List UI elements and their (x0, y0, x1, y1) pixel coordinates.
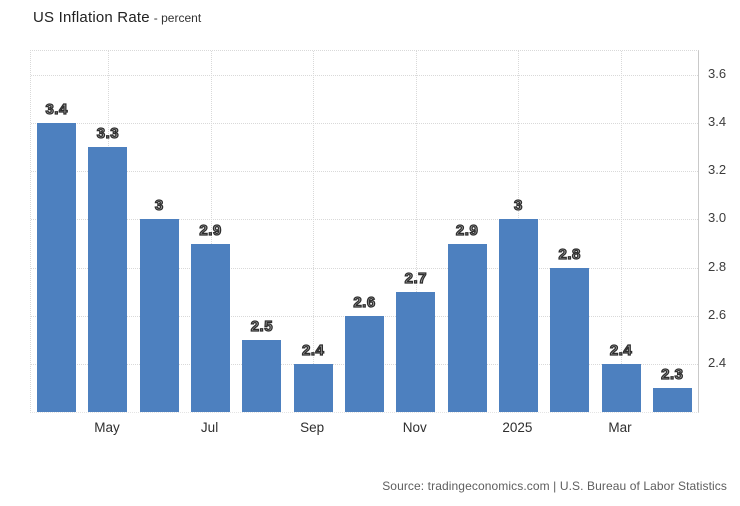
bar[interactable] (293, 363, 333, 412)
bar-value-label: 2.9 (455, 221, 479, 239)
gridline-horizontal (31, 75, 698, 77)
bar[interactable] (37, 123, 77, 412)
bar[interactable] (601, 363, 641, 412)
bar-value-label: 2.3 (661, 365, 684, 383)
bar-value-label: 3 (154, 197, 164, 215)
bar[interactable] (498, 219, 538, 412)
y-tick-label: 3.6 (708, 66, 727, 82)
bar-value-label: 2.8 (558, 245, 581, 263)
gridline-horizontal (31, 171, 698, 173)
y-tick-label: 2.6 (708, 306, 727, 322)
y-tick-label: 3.2 (708, 162, 727, 178)
chart-subtitle: - percent (153, 11, 202, 25)
bar[interactable] (139, 219, 179, 412)
bar-value-label: 2.9 (199, 221, 222, 239)
bar[interactable] (447, 243, 487, 412)
bar-value-label: 3.4 (45, 101, 68, 119)
x-tick-label: Jul (200, 420, 219, 435)
chart-header: US Inflation Rate - percent (33, 9, 201, 27)
bar-value-label: 2.4 (609, 341, 633, 359)
gridline-horizontal (31, 267, 698, 269)
x-tick-label: May (94, 420, 120, 435)
x-tick-label: Nov (402, 420, 427, 435)
y-tick-label: 2.4 (708, 354, 727, 370)
plot-area: 3.4 3.3 3 2.9 2.5 2.4 2.6 2.7 2.9 3 2.8 2.4 2.3 (30, 50, 699, 413)
gridline-horizontal (31, 219, 698, 221)
bar-value-label: 2.5 (250, 317, 274, 335)
gridline-vertical (621, 51, 623, 412)
bar-value-label: 2.4 (301, 341, 325, 359)
y-tick-label: 3.0 (708, 210, 727, 226)
source-text: Source: tradingeconomics.com | U.S. Bure… (382, 479, 727, 493)
y-tick-label: 3.4 (708, 114, 727, 130)
gridline-vertical (415, 51, 417, 412)
y-tick-label: 2.8 (708, 258, 727, 274)
bar[interactable] (652, 387, 692, 412)
bar-value-label: 3.3 (96, 125, 120, 143)
bar[interactable] (88, 147, 128, 412)
bar[interactable] (345, 315, 384, 412)
x-tick-label: Mar (608, 420, 632, 435)
bar[interactable] (550, 267, 590, 412)
bar-value-label: 2.7 (404, 269, 427, 287)
gridline-vertical (313, 51, 315, 412)
bar[interactable] (191, 243, 231, 412)
chart-title: US Inflation Rate (33, 9, 150, 26)
x-tick-label: 2025 (502, 420, 533, 435)
bar-value-label: 3 (513, 197, 523, 215)
bar[interactable] (242, 339, 282, 412)
bar[interactable] (396, 291, 436, 412)
bar-value-label: 2.6 (353, 293, 376, 311)
x-tick-label: Sep (300, 420, 325, 435)
gridline-horizontal (31, 123, 698, 125)
gridline-vertical (210, 51, 212, 412)
